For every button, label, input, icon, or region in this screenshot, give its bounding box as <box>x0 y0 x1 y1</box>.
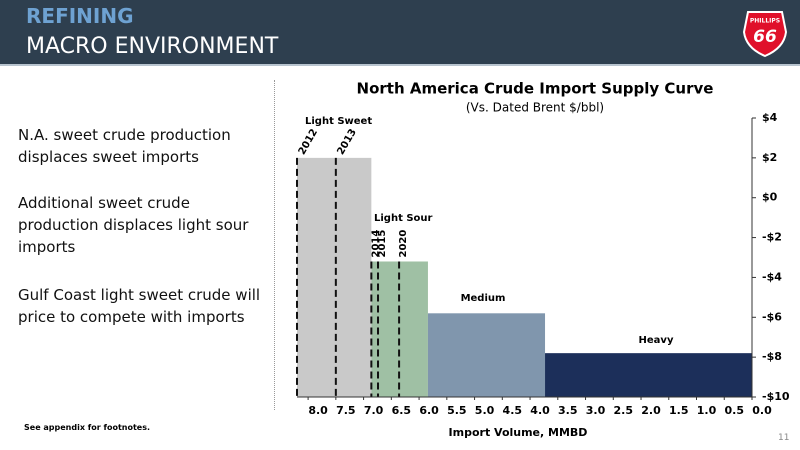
segment-label: Light Sweet <box>305 116 372 127</box>
x-tick-label: 2.0 <box>641 404 661 417</box>
logo: PHILLIPS 66 <box>742 11 788 58</box>
segment-label: Heavy <box>639 335 674 346</box>
year-label: 2012 <box>297 127 320 157</box>
x-tick-label: 8.0 <box>308 404 328 417</box>
chart-subtitle: (Vs. Dated Brent $/bbl) <box>466 101 604 115</box>
step-bar <box>545 353 752 397</box>
year-label: 2020 <box>398 230 409 258</box>
x-tick-label: 3.5 <box>558 404 578 417</box>
x-tick-label: 2.5 <box>614 404 634 417</box>
divider <box>274 80 275 410</box>
step-bar <box>427 313 546 397</box>
bullet: Additional sweet crude production displa… <box>18 194 249 256</box>
x-tick-label: 5.5 <box>447 404 467 417</box>
page-number: 11 <box>778 433 790 443</box>
chart-title: North America Crude Import Supply Curve <box>357 80 714 98</box>
step-bar <box>297 157 372 397</box>
y-tick-label: -$10 <box>762 390 790 403</box>
header-rule <box>0 64 800 66</box>
year-label: 2013 <box>336 127 359 157</box>
year-label: 2015 <box>377 230 388 258</box>
y-tick-label: $0 <box>762 191 778 204</box>
x-tick-label: 4.0 <box>530 404 550 417</box>
x-tick-label: 1.5 <box>669 404 689 417</box>
x-tick-label: 4.5 <box>503 404 523 417</box>
y-tick-label: -$8 <box>762 350 782 363</box>
x-tick-label: 7.0 <box>364 404 384 417</box>
y-tick-label: $4 <box>762 111 778 124</box>
x-axis-title: Import Volume, MMBD <box>449 426 588 439</box>
x-tick-label: 1.0 <box>697 404 717 417</box>
x-tick-label: 6.5 <box>392 404 412 417</box>
x-tick-label: 6.0 <box>419 404 439 417</box>
x-tick-label: 0.0 <box>752 404 772 417</box>
header-bar <box>0 0 800 64</box>
y-tick-label: -$4 <box>762 270 782 283</box>
logo-text: PHILLIPS <box>750 18 780 25</box>
y-tick-label: -$6 <box>762 310 782 323</box>
year-label: 2014 <box>370 230 381 258</box>
slide-title: MACRO ENVIRONMENT <box>26 34 279 59</box>
bullet: N.A. sweet crude production displaces sw… <box>18 126 231 166</box>
logo-number: 66 <box>753 27 777 47</box>
x-tick-label: 7.5 <box>336 404 356 417</box>
segment-label: Light Sour <box>374 213 433 224</box>
section-title: REFINING <box>26 4 134 28</box>
logo-shield <box>742 11 788 58</box>
segment-label: Medium <box>461 293 506 304</box>
footnote: See appendix for footnotes. <box>24 423 151 432</box>
y-tick-label: $2 <box>762 151 777 164</box>
bullet: Gulf Coast light sweet crude will price … <box>18 286 261 326</box>
x-tick-label: 3.0 <box>586 404 606 417</box>
x-tick-label: 0.5 <box>725 404 745 417</box>
y-tick-label: -$2 <box>762 231 782 244</box>
x-tick-label: 5.0 <box>475 404 495 417</box>
